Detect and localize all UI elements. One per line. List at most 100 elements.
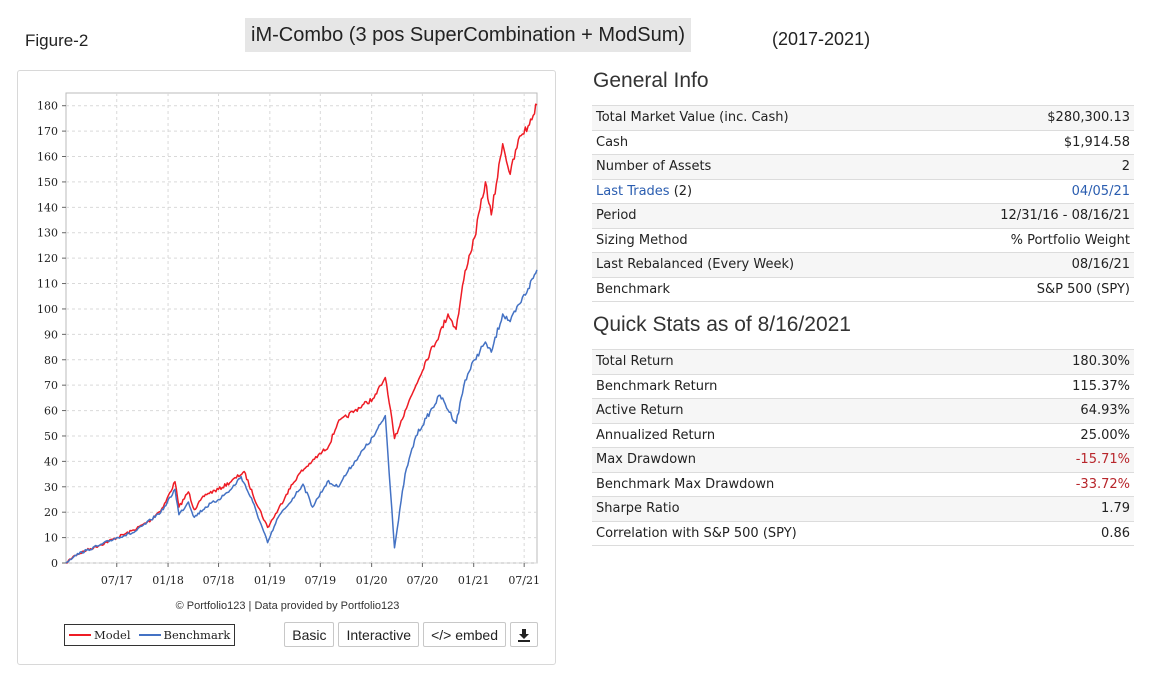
general-info-value-cell: $1,914.58 <box>916 129 1134 155</box>
chart-credit: © Portfolio123 | Data provided by Portfo… <box>175 600 400 612</box>
performance-chart: 0 10 20 30 40 50 60 70 80 90 100 110 120 130 140 150 160… <box>37 92 540 587</box>
plot-area <box>65 92 538 564</box>
y-tick-label: 180 <box>37 100 58 113</box>
general-info-value: $1,914.58 <box>1063 134 1130 150</box>
y-tick-label: 0 <box>51 557 58 570</box>
quick-stats-value-cell: 0.86 <box>1004 520 1134 546</box>
y-tick-label: 10 <box>44 532 58 545</box>
x-tick-label: 07/21 <box>508 574 540 587</box>
x-tick-label: 07/19 <box>304 574 336 587</box>
general-info-label: Period <box>596 208 637 224</box>
x-tick-label: 01/21 <box>458 574 490 587</box>
legend-swatch-model <box>69 634 91 636</box>
y-tick-label: 110 <box>37 278 58 291</box>
quick-stats-title: Quick Stats as of 8/16/2021 <box>593 313 851 336</box>
quick-stats-value: 115.37% <box>1072 378 1130 394</box>
general-info-label[interactable]: Last Trades <box>596 183 670 199</box>
quick-stats-value: -33.72% <box>1075 476 1130 492</box>
quick-stats-value: 1.79 <box>1101 501 1130 517</box>
figure-label: Figure-2 <box>25 31 89 50</box>
general-info-value-cell: 2 <box>916 154 1134 179</box>
y-tick-label: 150 <box>37 176 58 189</box>
general-info-value-cell: % Portfolio Weight <box>916 227 1134 253</box>
quick-stats-row: Active Return 64.93% <box>592 398 1134 423</box>
general-info-label: Total Market Value (inc. Cash) <box>596 110 789 126</box>
quick-stats-label: Sharpe Ratio <box>596 501 680 517</box>
series-line-benchmark <box>65 269 538 564</box>
interactive-button[interactable]: Interactive <box>338 622 420 647</box>
quick-stats-label: Benchmark Max Drawdown <box>596 476 775 492</box>
general-info-value[interactable]: 04/05/21 <box>1071 183 1130 199</box>
general-info-table: Total Market Value (inc. Cash) $280,300.1… <box>592 105 1134 302</box>
quick-stats-value-cell: -15.71% <box>1004 447 1134 472</box>
quick-stats-label-cell: Total Return <box>592 349 1005 374</box>
general-info-value: $280,300.13 <box>1047 110 1130 126</box>
quick-stats-row: Benchmark Max Drawdown -33.72% <box>592 471 1134 497</box>
quick-stats-row: Correlation with S&P 500 (SPY) 0.86 <box>592 520 1134 546</box>
x-tick-label: 07/17 <box>101 574 133 587</box>
quick-stats-row: Max Drawdown -15.71% <box>592 447 1134 472</box>
x-tick-label: 01/18 <box>152 574 184 587</box>
general-info-row: Sizing Method % Portfolio Weight <box>592 227 1134 253</box>
quick-stats-value: 64.93% <box>1080 403 1130 419</box>
quick-stats-table: Total Return 180.30% Benchmark Return 115.3… <box>592 349 1134 546</box>
quick-stats-value-cell: 180.30% <box>1004 349 1134 374</box>
y-tick-label: 80 <box>44 354 58 367</box>
quick-stats-value-cell: -33.72% <box>1004 471 1134 497</box>
general-info-value: 12/31/16 - 08/16/21 <box>1000 208 1130 224</box>
download-button[interactable] <box>510 622 538 647</box>
y-tick-label: 20 <box>44 506 58 519</box>
general-info-row: Benchmark S&P 500 (SPY) <box>592 276 1134 302</box>
quick-stats-label-cell: Sharpe Ratio <box>592 496 1005 521</box>
general-info-label: Last Rebalanced (Every Week) <box>596 257 795 273</box>
download-icon <box>518 628 530 642</box>
general-info-label-cell: Sizing Method <box>592 227 917 253</box>
general-info-value-cell: $280,300.13 <box>916 105 1134 130</box>
page-title: iM-Combo (3 pos SuperCombination + ModSu… <box>245 18 692 52</box>
x-tick-label: 01/19 <box>254 574 286 587</box>
general-info-label-cell: Last Trades (2) <box>592 178 917 204</box>
general-info-row: Number of Assets 2 <box>592 154 1134 179</box>
general-info-label-cell: Last Rebalanced (Every Week) <box>592 252 917 277</box>
y-tick-label: 60 <box>44 405 58 418</box>
quick-stats-label: Correlation with S&P 500 (SPY) <box>596 525 797 541</box>
general-info-value-cell: 12/31/16 - 08/16/21 <box>916 203 1134 228</box>
general-info-value: 08/16/21 <box>1071 257 1130 273</box>
quick-stats-label: Annualized Return <box>596 427 716 443</box>
quick-stats-value: 180.30% <box>1072 354 1130 370</box>
general-info-value-cell: S&P 500 (SPY) <box>916 276 1134 302</box>
quick-stats-label: Total Return <box>596 354 674 370</box>
general-info-label-suffix: (2) <box>669 183 693 199</box>
legend-label-benchmark: Benchmark <box>163 628 231 642</box>
quick-stats-label-cell: Annualized Return <box>592 422 1005 448</box>
general-info-row: Last Rebalanced (Every Week) 08/16/21 <box>592 252 1134 277</box>
quick-stats-value-cell: 1.79 <box>1004 496 1134 521</box>
general-info-title: General Info <box>593 69 709 92</box>
y-tick-label: 130 <box>37 227 58 240</box>
general-info-row[interactable]: Last Trades (2) 04/05/21 <box>592 178 1134 204</box>
quick-stats-label-cell: Correlation with S&P 500 (SPY) <box>592 520 1005 546</box>
general-info-label-cell: Period <box>592 203 917 228</box>
general-info-label: Cash <box>596 134 629 150</box>
general-info-row: Cash $1,914.58 <box>592 129 1134 155</box>
general-info-value: % Portfolio Weight <box>1010 232 1130 248</box>
y-tick-label: 30 <box>44 481 58 494</box>
y-tick-label: 50 <box>44 430 58 443</box>
y-tick-label: 40 <box>44 455 58 468</box>
general-info-label-cell: Number of Assets <box>592 154 917 179</box>
basic-button[interactable]: Basic <box>284 622 335 647</box>
chart-legend: Model Benchmark <box>64 624 236 646</box>
general-info-label-cell: Total Market Value (inc. Cash) <box>592 105 917 130</box>
quick-stats-value: 25.00% <box>1080 427 1130 443</box>
quick-stats-value: 0.86 <box>1101 525 1130 541</box>
embed-button[interactable]: </> embed <box>423 622 506 647</box>
year-range: (2017-2021) <box>772 29 871 49</box>
quick-stats-label: Benchmark Return <box>596 378 718 394</box>
quick-stats-label-cell: Active Return <box>592 398 1005 423</box>
general-info-label: Benchmark <box>596 281 671 297</box>
legend-swatch-benchmark <box>138 634 161 636</box>
quick-stats-value: -15.71% <box>1075 452 1130 468</box>
general-info-value-cell: 04/05/21 <box>916 178 1134 204</box>
legend-item-benchmark: Benchmark <box>138 628 231 642</box>
chart-button-bar: Basic Interactive </> embed <box>284 622 538 647</box>
